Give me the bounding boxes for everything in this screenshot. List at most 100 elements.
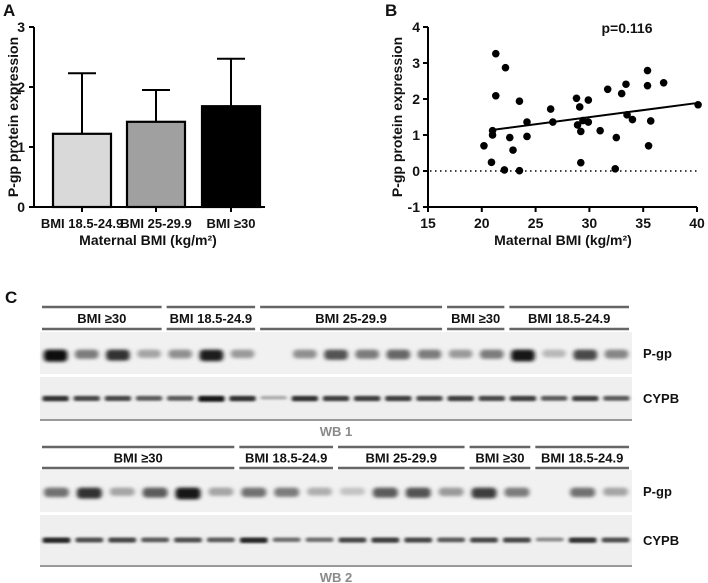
blot-label: WB 2 <box>320 570 353 583</box>
cypb-band <box>509 395 537 402</box>
y-tick-label: 2 <box>412 91 420 107</box>
pgp-band <box>137 349 161 358</box>
data-point <box>584 118 593 126</box>
y-tick-label: 4 <box>412 19 420 35</box>
pgp-band <box>603 487 629 496</box>
y-tick-label: 0 <box>17 199 25 215</box>
panel-b-scatter-points <box>480 49 702 175</box>
pgp-band <box>230 349 255 359</box>
data-point <box>575 103 584 111</box>
cypb-band <box>354 395 381 402</box>
group-label: BMI ≥30 <box>77 311 126 326</box>
cypb-band <box>535 537 564 542</box>
pgp-band <box>43 487 69 498</box>
group-label: BMI 18.5-24.9 <box>245 451 327 466</box>
data-point <box>584 96 593 104</box>
cypb-band <box>338 537 367 543</box>
pgp-band <box>417 349 442 359</box>
y-tick-label: 3 <box>412 55 420 71</box>
group-label: BMI ≥30 <box>475 451 524 466</box>
panel-b-xlabel: Maternal BMI (kg/m²) <box>494 232 632 248</box>
pgp-band <box>106 349 130 361</box>
cypb-band <box>167 395 194 401</box>
pgp-band <box>241 487 267 498</box>
cypb-band <box>568 537 597 543</box>
data-point <box>694 100 702 109</box>
cypb-band <box>541 395 568 401</box>
cypb-row-label: CYPB <box>643 391 679 406</box>
p-value-annotation: p=0.116 <box>602 20 653 36</box>
panel-b-ylabel: P-gp protein expression <box>389 37 405 197</box>
data-point <box>491 91 500 100</box>
data-point <box>659 79 668 87</box>
panel-a: A P-gp protein expression 0 1 2 3 BMI 18.5-… <box>3 1 265 248</box>
x-tick-label: BMI ≥30 <box>206 216 255 231</box>
x-tick-label: 30 <box>582 215 598 231</box>
pgp-band <box>324 349 348 360</box>
bar <box>125 120 187 209</box>
cypb-row-label: CYPB <box>643 533 679 548</box>
x-tick-label: 25 <box>528 215 544 231</box>
pgp-band <box>274 487 300 497</box>
cypb-band <box>207 537 235 543</box>
pgp-band <box>479 349 504 359</box>
cypb-band <box>404 537 433 543</box>
cypb-band <box>572 395 599 402</box>
cypb-band <box>229 395 256 402</box>
western-blot-2: BMI ≥30 BMI 18.5-24.9 BMI 25-29.9 BMI ≥30 BM… <box>40 445 679 583</box>
pgp-band <box>471 487 497 499</box>
pgp-band <box>573 349 598 361</box>
pgp-band <box>405 487 431 498</box>
cypb-band <box>437 537 465 543</box>
data-point <box>646 117 655 125</box>
data-point <box>523 132 531 141</box>
data-point <box>515 166 524 175</box>
cypb-band <box>478 395 505 401</box>
pgp-band <box>168 349 193 359</box>
data-point <box>643 66 652 75</box>
x-tick-label: 15 <box>420 215 436 231</box>
pgp-band <box>604 349 629 359</box>
pgp-band <box>199 349 224 362</box>
pgp-band <box>76 487 102 499</box>
cypb-band <box>174 537 202 543</box>
pgp-band <box>511 349 535 362</box>
pgp-row-label: P-gp <box>643 346 672 361</box>
blot-label: WB 1 <box>320 424 353 439</box>
data-point <box>573 121 582 129</box>
panel-b-regression-line <box>489 102 695 132</box>
cypb-band <box>503 537 531 543</box>
cypb-band <box>104 395 131 401</box>
y-tick-label: 3 <box>17 19 25 35</box>
pgp-band <box>438 487 464 497</box>
data-point <box>546 105 555 113</box>
pgp-band <box>43 349 68 362</box>
pgp-band <box>542 349 566 358</box>
panel-b: B P-gp protein expression p=0.116 -1 0 1 2 3… <box>385 1 705 248</box>
panel-c-label: C <box>5 288 17 307</box>
data-point <box>644 142 653 150</box>
panel-a-label: A <box>3 1 15 20</box>
y-tick-label: 1 <box>412 127 420 143</box>
group-label: BMI 18.5-24.9 <box>170 311 252 326</box>
group-label: BMI 18.5-24.9 <box>528 311 610 326</box>
cypb-band <box>603 395 630 401</box>
panel-a-bars <box>51 57 262 209</box>
cypb-band <box>416 395 443 401</box>
cypb-band <box>447 395 474 402</box>
data-point <box>596 126 604 135</box>
pgp-band <box>504 487 530 497</box>
data-point <box>491 49 500 58</box>
y-tick-label: 0 <box>412 163 420 179</box>
y-tick-label: 1 <box>17 139 25 155</box>
x-tick-label: 40 <box>689 215 705 231</box>
data-point <box>515 97 524 105</box>
cypb-band <box>272 537 301 542</box>
y-tick-label: -1 <box>408 199 421 215</box>
data-point <box>487 158 496 167</box>
pgp-band <box>386 349 411 360</box>
cypb-band <box>291 395 318 402</box>
data-point <box>509 146 517 154</box>
data-point <box>505 133 514 142</box>
pgp-band <box>448 349 473 359</box>
